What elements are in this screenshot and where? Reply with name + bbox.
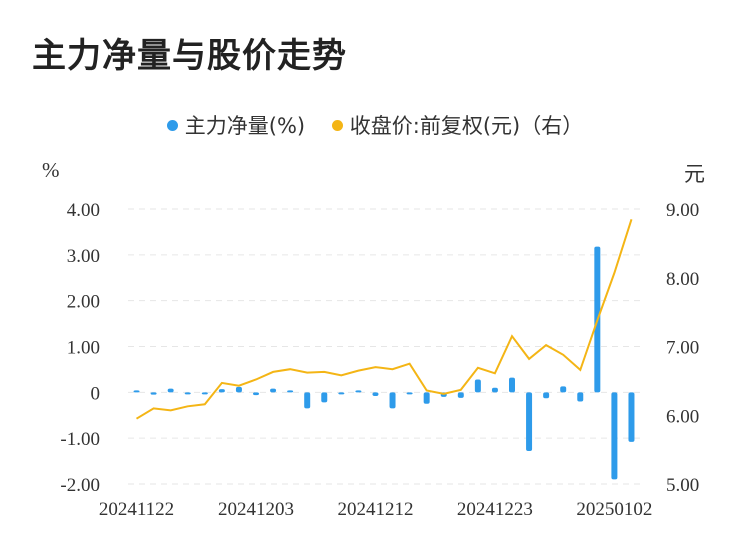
bar[interactable] [133,390,140,393]
bar[interactable] [457,392,464,398]
right-axis-ticks: 9.00 8.00 7.00 6.00 5.00 [666,200,699,496]
x-tick-label: 20250102 [576,499,652,520]
right-tick-label: 9.00 [666,200,699,221]
bar[interactable] [543,392,550,399]
bar[interactable] [287,390,294,393]
grid-lines [128,208,640,485]
bar[interactable] [270,388,277,393]
bar[interactable] [628,392,635,442]
bar[interactable] [611,392,618,480]
x-tick-label: 20241122 [99,499,174,520]
left-tick-label: 2.00 [67,292,100,313]
bar[interactable] [406,392,413,395]
bar[interactable] [235,386,242,393]
legend-bar-marker-icon [166,119,178,131]
bar[interactable] [150,392,157,395]
right-tick-label: 5.00 [666,475,699,496]
right-tick-label: 6.00 [666,406,699,427]
legend-item-close-price[interactable]: 收盘价:前复权(元)（右） [331,110,584,140]
bar[interactable] [560,386,567,393]
bar[interactable] [355,390,362,393]
bar[interactable] [304,392,311,409]
bar[interactable] [201,392,208,395]
bar[interactable] [253,392,259,396]
bar[interactable] [167,388,174,393]
x-tick-label: 20241223 [457,499,533,520]
left-tick-label: 0 [91,383,101,404]
left-axis-ticks: 4.00 3.00 2.00 1.00 0 -1.00 -2.00 [60,200,100,496]
bar[interactable] [423,392,430,404]
bar[interactable] [491,387,498,393]
x-axis-ticks: 20241122 20241203 20241212 20241223 20250102 [99,499,653,520]
x-tick-label: 20241203 [218,499,294,520]
left-tick-label: 4.00 [67,200,100,221]
bar[interactable] [509,377,515,393]
legend-item-net-flow[interactable]: 主力净量(%) [166,110,306,140]
left-axis-unit: % [42,158,60,182]
legend-line-marker-icon [331,119,343,131]
bar[interactable] [389,392,396,409]
left-tick-label: 1.00 [67,338,100,359]
legend: 主力净量(%) 收盘价:前复权(元)（右） [0,110,750,140]
right-axis-unit: 元 [684,162,705,186]
bar[interactable] [338,392,345,395]
left-tick-label: -1.00 [60,429,100,450]
legend-label-close-price: 收盘价:前复权(元)（右） [349,114,584,138]
bar[interactable] [184,392,191,395]
left-tick-label: 3.00 [67,246,100,267]
bar[interactable] [372,392,379,396]
chart-title: 主力净量与股价走势 [32,36,347,76]
bar[interactable] [577,392,584,402]
bar[interactable] [474,379,481,393]
x-tick-label: 20241212 [337,499,413,520]
bar[interactable] [218,389,225,393]
right-tick-label: 8.00 [666,269,699,290]
bar-series [133,246,635,480]
bar[interactable] [321,392,328,403]
legend-label-net-flow: 主力净量(%) [184,114,306,138]
bar[interactable] [526,392,533,451]
right-tick-label: 7.00 [666,338,699,359]
price-line[interactable] [135,218,633,420]
left-tick-label: -2.00 [60,475,100,496]
